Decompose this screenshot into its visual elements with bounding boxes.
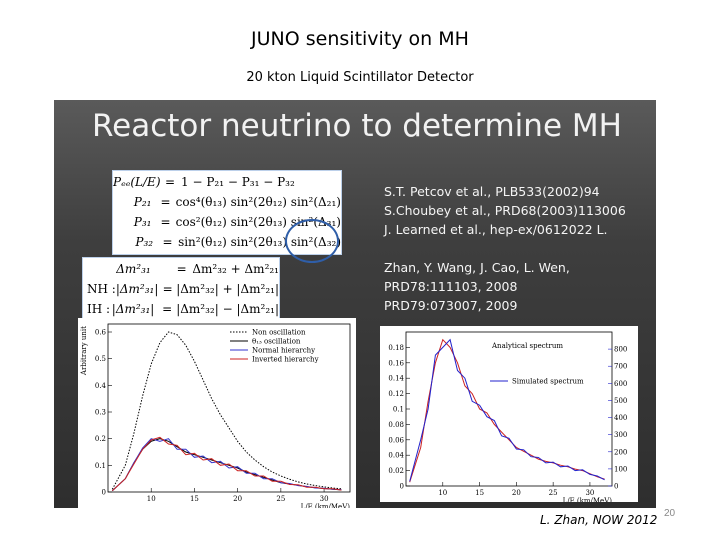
- mass-rhs: Δm²₃₂ + Δm²₂₁: [192, 262, 279, 276]
- embedded-slide: Reactor neutrino to determine MH Pₑₑ(L/E…: [54, 100, 656, 508]
- series-line: [409, 338, 605, 482]
- y-tick-label: 0.1: [393, 406, 404, 414]
- y2-tick-label: 200: [614, 448, 627, 456]
- equals-sign: =: [162, 282, 173, 296]
- equation-lhs: P₂₁: [133, 195, 152, 209]
- mass-row: Δm²₃₁ = Δm²₃₂ + Δm²₂₁: [83, 259, 279, 279]
- highlight-circle: [285, 219, 339, 263]
- y-tick-label: 0.02: [388, 467, 404, 475]
- y-axis-label: Arbitrary unit: [80, 326, 88, 376]
- equals-sign: =: [162, 235, 173, 249]
- equals-sign: =: [162, 302, 173, 316]
- legend-entry: Simulated spectrum: [512, 378, 584, 386]
- y2-tick-label: 100: [614, 465, 627, 473]
- left-plot-svg: 10 15 20 25 30 0 0.1 0.2 0.3 0.4 0.5 0.6 L/E (km/MeV…: [80, 323, 351, 508]
- y2-tick-label: 600: [614, 380, 627, 388]
- page-title: JUNO sensitivity on MH: [251, 28, 469, 50]
- x-tick-label: 30: [320, 495, 329, 503]
- series-line: [111, 436, 342, 492]
- reference-line: J. Learned et al., hep-ex/0612022 L.: [384, 222, 608, 237]
- series-line: [409, 338, 605, 483]
- mass-rhs: |Δm²₃₂| + |Δm²₂₁|: [176, 282, 279, 296]
- x-tick-label: 10: [147, 495, 156, 503]
- reference-line: Zhan, Y. Wang, J. Cao, L. Wen,: [384, 260, 570, 275]
- y2-tick-label: 500: [614, 397, 627, 405]
- hierarchy-label: NH :: [87, 282, 116, 296]
- right-spectrum-plot: 10 15 20 25 30 0 0.02 0.04 0.06 0.08 0.1 0.12 0.14 0.…: [380, 326, 638, 502]
- legend-entry: Non oscillation: [252, 329, 306, 337]
- mass-equations: Δm²₃₁ = Δm²₃₂ + Δm²₂₁ NH : |Δm²₃₁| = |Δm²₃₂| …: [82, 257, 280, 322]
- y-tick-label: 0.3: [95, 409, 106, 417]
- probability-equations: Pₑₑ(L/E) = 1 − P₂₁ − P₃₁ − P₃₂ P₂₁ = cos⁴(θ₁…: [112, 170, 342, 255]
- annotation-label: Analytical spectrum: [491, 342, 563, 350]
- legend-entry: Inverted hierarchy: [252, 356, 319, 364]
- page-number: 20: [664, 508, 676, 519]
- legend-entry: Normal hierarchy: [252, 347, 315, 355]
- equation-row: Pₑₑ(L/E) = 1 − P₂₁ − P₃₁ − P₃₂: [113, 172, 341, 192]
- y-tick-label: 0.04: [388, 452, 404, 460]
- reference-line: PRD79:073007, 2009: [384, 298, 518, 313]
- x-tick-label: 20: [512, 489, 521, 497]
- y2-tick-label: 0: [614, 483, 618, 491]
- x-axis-label: L/E (km/MeV): [301, 503, 351, 508]
- x-tick-label: 25: [276, 495, 285, 503]
- mass-row: IH : |Δm²₃₁| = |Δm²₃₂| − |Δm²₂₁|: [83, 299, 279, 319]
- x-tick-label: 15: [475, 489, 484, 497]
- x-tick-label: 15: [190, 495, 199, 503]
- reference-line: PRD78:111103, 2008: [384, 279, 518, 294]
- y-tick-label: 0.4: [95, 382, 107, 390]
- plot-frame: [107, 323, 351, 493]
- y-tick-label: 0.18: [388, 344, 404, 352]
- equation-row: P₂₁ = cos⁴(θ₁₃) sin²(2θ₁₂) sin²(Δ₂₁): [113, 192, 341, 212]
- left-spectrum-plot: 10 15 20 25 30 0 0.1 0.2 0.3 0.4 0.5 0.6 L/E (km/MeV…: [78, 318, 356, 508]
- legend-entry: θ₁₃ oscillation: [252, 338, 301, 346]
- y-tick-label: 0.08: [388, 421, 404, 429]
- x-tick-label: 30: [585, 489, 594, 497]
- equation-rhs: 1 − P₂₁ − P₃₁ − P₃₂: [181, 175, 295, 189]
- y-tick-label: 0.2: [95, 435, 106, 443]
- equation-lhs: P₃₂: [135, 235, 154, 249]
- equation-lhs: Pₑₑ(L/E): [113, 175, 161, 189]
- y2-tick-label: 800: [614, 346, 627, 354]
- page-subtitle: 20 kton Liquid Scintillator Detector: [246, 70, 474, 85]
- x-tick-label: 20: [233, 495, 242, 503]
- reference-line: S.T. Petcov et al., PLB533(2002)94: [384, 184, 600, 199]
- slide-heading: Reactor neutrino to determine MH: [92, 108, 622, 144]
- mass-row: NH : |Δm²₃₁| = |Δm²₃₂| + |Δm²₂₁|: [83, 279, 279, 299]
- y2-tick-label: 700: [614, 363, 627, 371]
- mass-lhs: Δm²₃₁: [116, 262, 151, 276]
- y-tick-label: 0.16: [388, 359, 404, 367]
- y-tick-label: 0: [400, 483, 404, 491]
- y-tick-label: 0: [102, 489, 106, 497]
- equation-rhs: cos⁴(θ₁₃) sin²(2θ₁₂) sin²(Δ₂₁): [175, 195, 341, 209]
- y-tick-label: 0.5: [95, 355, 106, 363]
- reference-line: S.Choubey et al., PRD68(2003)113006: [384, 203, 626, 218]
- y-tick-label: 0.14: [388, 375, 404, 383]
- y-tick-label: 0.1: [95, 462, 106, 470]
- footer-credit: L. Zhan, NOW 2012: [540, 513, 658, 527]
- plot-frame: [405, 331, 613, 487]
- mass-rhs: |Δm²₃₂| − |Δm²₂₁|: [176, 302, 280, 316]
- equation-lhs: P₃₁: [133, 215, 152, 229]
- equals-sign: =: [164, 175, 176, 189]
- x-tick-label: 10: [438, 489, 447, 497]
- equals-sign: =: [160, 195, 171, 209]
- x-tick-label: 25: [549, 489, 558, 497]
- mass-lhs: |Δm²₃₁|: [115, 282, 159, 296]
- y2-tick-label: 300: [614, 431, 627, 439]
- equals-sign: =: [160, 215, 171, 229]
- y-tick-label: 0.06: [388, 436, 404, 444]
- equals-sign: =: [176, 262, 187, 276]
- hierarchy-label: IH :: [87, 302, 111, 316]
- mass-lhs: |Δm²₃₁|: [111, 302, 155, 316]
- y-tick-label: 0.12: [388, 390, 404, 398]
- right-plot-svg: 10 15 20 25 3000.020.040.060.080.10.120.140.…: [388, 331, 627, 502]
- y2-tick-label: 400: [614, 414, 627, 422]
- y-tick-label: 0.6: [95, 329, 107, 337]
- x-axis-label: L/E (km/MeV): [563, 497, 613, 502]
